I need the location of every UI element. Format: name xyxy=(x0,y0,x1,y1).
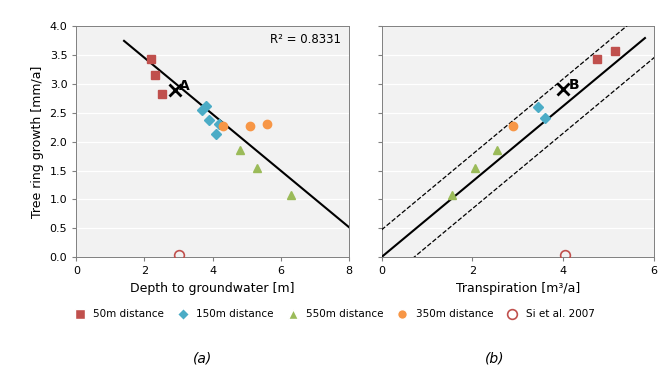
Text: A: A xyxy=(179,79,190,93)
Text: (b): (b) xyxy=(485,352,505,366)
X-axis label: Depth to groundwater [m]: Depth to groundwater [m] xyxy=(130,282,295,294)
Text: R² = 0.8331: R² = 0.8331 xyxy=(270,33,341,46)
X-axis label: Transpiration [m³/a]: Transpiration [m³/a] xyxy=(456,282,580,294)
Text: B: B xyxy=(568,78,579,92)
Legend: 50m distance, 150m distance, 550m distance, 350m distance, Si et al. 2007: 50m distance, 150m distance, 550m distan… xyxy=(65,305,599,324)
Text: (a): (a) xyxy=(193,352,212,366)
Y-axis label: Tree ring growth [mm/a]: Tree ring growth [mm/a] xyxy=(31,65,44,218)
